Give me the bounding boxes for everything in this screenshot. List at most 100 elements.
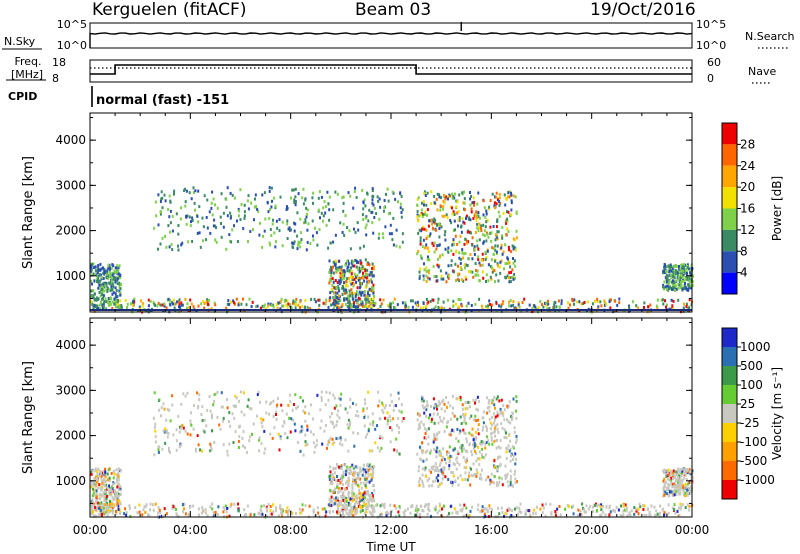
- velocity-echo-cell: [499, 410, 502, 414]
- power-echo-cell: [371, 201, 374, 205]
- power-echo-cell: [394, 197, 397, 201]
- power-echo-cell: [547, 299, 549, 303]
- velocity-echo-cell: [357, 414, 360, 418]
- velocity-echo-cell: [299, 449, 302, 453]
- power-echo-cell: [360, 282, 363, 286]
- velocity-echo-cell: [320, 390, 323, 394]
- velocity-echo-cell: [218, 423, 221, 427]
- velocity-echo-cell: [200, 413, 203, 416]
- velocity-echo-cell: [502, 404, 505, 408]
- power-echo-cell: [668, 287, 671, 291]
- velocity-echo-cell: [608, 513, 611, 517]
- velocity-echo-cell: [333, 489, 336, 493]
- power-echo-cell: [452, 242, 455, 246]
- velocity-echo-cell: [475, 475, 478, 478]
- power-echo-cell: [422, 306, 425, 310]
- velocity-echo-cell: [451, 428, 454, 432]
- power-echo-cell: [339, 274, 342, 278]
- power-echo-cell: [119, 299, 122, 303]
- power-echo-cell: [302, 202, 305, 206]
- velocity-echo-cell: [438, 509, 441, 513]
- power-echo-cell: [277, 301, 280, 305]
- power-echo-cell: [496, 244, 499, 248]
- velocity-echo-cell: [118, 499, 121, 503]
- velocity-echo-cell: [686, 503, 689, 507]
- power-echo-cell: [266, 200, 269, 204]
- velocity-echo-cell: [259, 512, 262, 516]
- power-echo-cell: [348, 297, 350, 301]
- velocity-echo-cell: [116, 498, 119, 502]
- power-echo-cell: [359, 282, 362, 286]
- velocity-echo-cell: [186, 432, 189, 436]
- power-echo-cell: [649, 303, 652, 307]
- velocity-echo-cell: [459, 415, 462, 419]
- power-echo-cell: [355, 292, 358, 296]
- velocity-echo-cell: [436, 468, 438, 472]
- power-echo-cell: [344, 291, 346, 295]
- power-echo-cell: [443, 307, 446, 310]
- velocity-echo-cell: [468, 401, 471, 405]
- velocity-echo-cell: [386, 419, 389, 423]
- power-echo-cell: [471, 201, 474, 205]
- velocity-ytick-label: 2000: [55, 429, 86, 443]
- velocity-echo-cell: [108, 476, 111, 480]
- station-title: Kerguelen (fitACF): [92, 0, 247, 20]
- velocity-echo-cell: [338, 478, 341, 482]
- velocity-echo-cell: [417, 412, 419, 416]
- velocity-echo-cell: [416, 511, 419, 515]
- velocity-echo-cell: [113, 503, 116, 507]
- power-echo-cell: [663, 271, 666, 274]
- velocity-echo-cell: [94, 484, 97, 488]
- power-echo-cell: [421, 201, 423, 205]
- power-echo-cell: [294, 222, 297, 226]
- power-echo-cell: [342, 289, 345, 293]
- power-echo-cell: [480, 304, 483, 308]
- power-echo-cell: [172, 302, 174, 306]
- power-echo-cell: [238, 209, 241, 213]
- velocity-echo-cell: [431, 466, 433, 470]
- velocity-echo-cell: [335, 423, 338, 427]
- power-echo-cell: [445, 195, 447, 199]
- power-echo-cell: [416, 252, 419, 256]
- velocity-echo-cell: [347, 512, 350, 516]
- power-echo-cell: [105, 282, 108, 286]
- power-echo-cell: [334, 303, 336, 307]
- velocity-echo-cell: [226, 406, 229, 410]
- velocity-echo-cell: [345, 479, 348, 483]
- power-echo-cell: [106, 286, 109, 290]
- velocity-echo-cell: [507, 484, 510, 488]
- velocity-echo-cell: [492, 421, 495, 425]
- velocity-echo-cell: [343, 497, 346, 501]
- power-echo-cell: [305, 206, 308, 210]
- power-echo-cell: [459, 261, 462, 265]
- power-echo-cell: [306, 212, 309, 216]
- velocity-echo-cell: [479, 473, 482, 477]
- velocity-echo-cell: [354, 496, 357, 500]
- power-echo-cell: [417, 219, 420, 223]
- velocity-echo-cell: [143, 505, 146, 509]
- power-echo-cell: [457, 224, 459, 228]
- power-echo-cell: [373, 207, 376, 210]
- power-echo-cell: [247, 240, 249, 244]
- velocity-echo-cell: [110, 493, 113, 497]
- velocity-echo-cell: [337, 479, 340, 482]
- power-echo-cell: [98, 273, 101, 277]
- power-echo-cell: [191, 219, 194, 222]
- velocity-echo-cell: [96, 504, 99, 508]
- velocity-echo-cell: [635, 507, 638, 511]
- power-echo-cell: [94, 265, 97, 269]
- power-echo-cell: [315, 231, 318, 235]
- power-echo-cell: [268, 241, 271, 245]
- velocity-echo-cell: [279, 504, 282, 508]
- power-echo-cell: [473, 247, 476, 251]
- velocity-echo-cell: [340, 475, 343, 479]
- velocity-echo-cell: [434, 462, 437, 466]
- velocity-echo-cell: [674, 476, 677, 479]
- velocity-echo-cell: [367, 501, 370, 505]
- velocity-echo-cell: [356, 510, 358, 514]
- velocity-echo-cell: [289, 430, 292, 434]
- power-echo-cell: [477, 247, 480, 251]
- power-echo-cell: [99, 294, 102, 298]
- velocity-echo-cell: [434, 508, 437, 512]
- power-echo-cell: [120, 304, 123, 308]
